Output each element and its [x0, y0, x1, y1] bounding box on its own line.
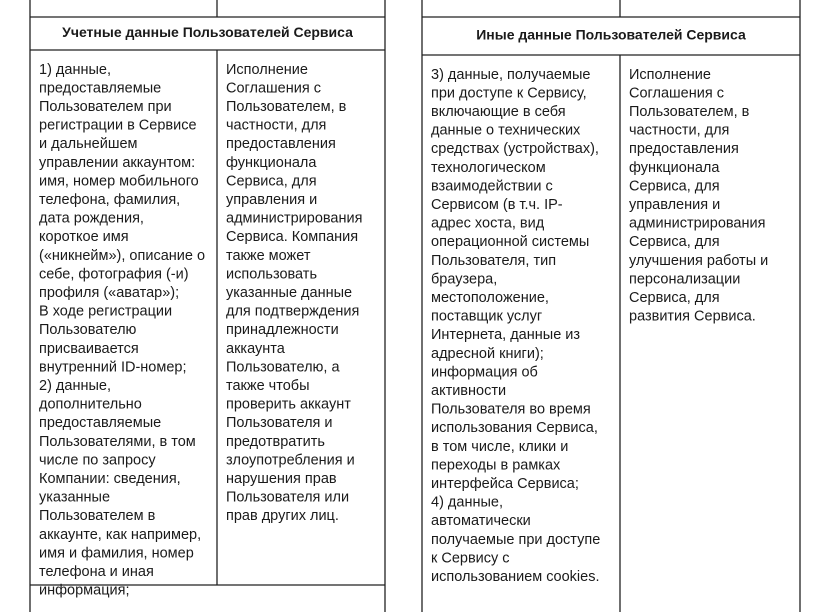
cell-text: Пользователя и: [226, 415, 333, 431]
cell-text: профиля («аватар»);: [39, 285, 179, 301]
cell-text: Пользователю, а: [226, 359, 340, 375]
cell-text: средствах (устройствах),: [431, 141, 599, 157]
cell-text: внутренний ID-номер;: [39, 359, 187, 375]
cell-text: использовать: [226, 266, 317, 282]
cell-text: Исполнение: [629, 67, 711, 83]
cell-text: Пользователя, тип: [431, 253, 556, 269]
cell-text: персонализации: [629, 271, 740, 287]
cell-text: информация об: [431, 364, 538, 380]
cell-text: Пользователем при: [39, 99, 172, 115]
cell-text: себе, фотография (-и): [39, 266, 189, 282]
cell-text: телефона и иная: [39, 564, 154, 580]
cell-text: указанные данные: [226, 285, 352, 301]
cell-text: Пользователем, в: [629, 104, 750, 120]
cell-text: частности, для: [226, 118, 326, 134]
cell-text: также может: [226, 248, 311, 264]
cell-text: администрирования: [226, 211, 362, 227]
cell-text: дата рождения,: [39, 211, 144, 227]
cell-text: 4) данные,: [431, 495, 503, 511]
cell-text: Пользователя во время: [431, 402, 591, 418]
cell-text: нарушения прав: [226, 471, 337, 487]
cell-text: частности, для: [629, 123, 729, 139]
cell-text: присваивается: [39, 341, 139, 357]
cell-text: аккаунте, как например,: [39, 527, 201, 543]
cell-text: Сервиса, для: [226, 173, 317, 189]
cell-text: Интернета, данные из: [431, 327, 580, 343]
cell-text: управления и: [226, 192, 317, 208]
cell-text: Пользователями, в том: [39, 434, 196, 450]
cell-text: адресной книги);: [431, 346, 544, 362]
cell-text: использования Сервиса,: [431, 420, 598, 436]
table-header: Учетные данные Пользователей Сервиса: [62, 24, 353, 40]
cell-text: 1) данные,: [39, 62, 111, 78]
cell-text: местоположение,: [431, 290, 549, 306]
cell-text: («никнейм»), описание о: [39, 248, 205, 264]
cell-text: активности: [431, 383, 506, 399]
cell-text: поставщик услуг: [431, 309, 542, 325]
cell-text: Сервиса, для: [629, 178, 720, 194]
cell-text: предоставления: [226, 136, 336, 152]
cell-text: предоставляемые: [39, 415, 161, 431]
cell-text: при доступе к Сервису,: [431, 85, 587, 101]
cell-text: 3) данные, получаемые: [431, 67, 590, 83]
cell-text: автоматически: [431, 513, 531, 529]
cell-text: Соглашения с: [629, 85, 724, 101]
cell-text: технологическом: [431, 160, 546, 176]
cell-text: администрирования: [629, 216, 765, 232]
cell-text: имя, номер мобильного: [39, 173, 199, 189]
cell-text: 2) данные,: [39, 378, 111, 394]
cell-text: адрес хоста, вид: [431, 216, 545, 232]
cell-text: аккаунта: [226, 341, 286, 357]
cell-text: данные о технических: [431, 123, 581, 139]
cell-text: переходы в рамках: [431, 457, 561, 473]
cell-text: получаемые при доступе: [431, 532, 600, 548]
cell-text: взаимодействии с: [431, 178, 553, 194]
cell-text: функционала: [226, 155, 317, 171]
cell-text: телефона, фамилия,: [39, 192, 180, 208]
cell-text: интерфейса Сервиса;: [431, 476, 579, 492]
cell-text: указанные: [39, 490, 110, 506]
cell-text: браузера,: [431, 271, 497, 287]
cell-text: Сервиса. Компания: [226, 229, 358, 245]
cell-text: для подтверждения: [226, 304, 359, 320]
cell-text: в том числе, клики и: [431, 439, 568, 455]
cell-text: управлении аккаунтом:: [39, 155, 195, 171]
cell-text: принадлежности: [226, 322, 339, 338]
cell-text: злоупотребления и: [226, 452, 355, 468]
cell-text: Сервисом (в т.ч. IP-: [431, 197, 563, 213]
cell-text: Компании: сведения,: [39, 471, 181, 487]
cell-text: предотвратить: [226, 434, 325, 450]
cell-text: Соглашения с: [226, 80, 321, 96]
cell-text: информация;: [39, 583, 129, 599]
cell-text: улучшения работы и: [629, 253, 768, 269]
cell-text: также чтобы: [226, 378, 310, 394]
cell-text: В ходе регистрации: [39, 304, 172, 320]
cell-text: Пользователю: [39, 322, 137, 338]
cell-text: Пользователя или: [226, 490, 349, 506]
cell-text: Пользователем, в: [226, 99, 347, 115]
cell-text: короткое имя: [39, 229, 129, 245]
cell-text: и дальнейшем: [39, 136, 138, 152]
cell-text: прав других лиц.: [226, 508, 339, 524]
cell-text: функционала: [629, 160, 720, 176]
table-header: Иные данные Пользователей Сервиса: [476, 27, 746, 43]
cell-text: дополнительно: [39, 397, 142, 413]
cell-text: Пользователем в: [39, 508, 156, 524]
cell-text: предоставления: [629, 141, 739, 157]
cell-text: операционной системы: [431, 234, 589, 250]
cell-text: к Сервису с: [431, 550, 510, 566]
cell-text: Сервиса, для: [629, 290, 720, 306]
cell-text: включающие в себя: [431, 104, 566, 120]
cell-text: Исполнение: [226, 62, 308, 78]
cell-text: управления и: [629, 197, 720, 213]
cell-text: числе по запросу: [39, 452, 156, 468]
cell-text: развития Сервиса.: [629, 309, 756, 325]
cell-text: имя и фамилия, номер: [39, 545, 194, 561]
cell-text: Сервиса, для: [629, 234, 720, 250]
cell-text: проверить аккаунт: [226, 397, 351, 413]
cell-text: использованием cookies.: [431, 569, 599, 585]
cell-text: регистрации в Сервисе: [39, 118, 197, 134]
cell-text: предоставляемые: [39, 80, 161, 96]
